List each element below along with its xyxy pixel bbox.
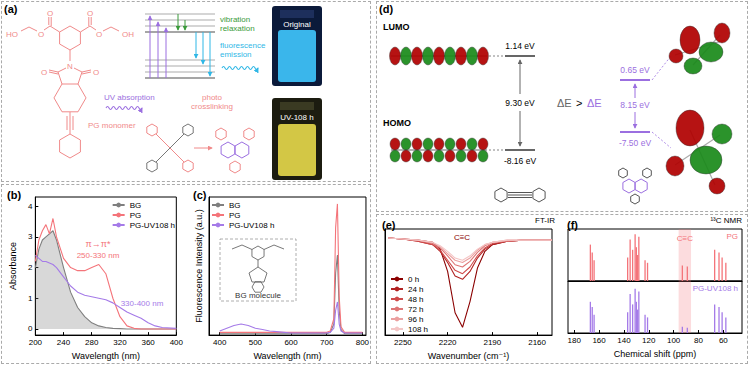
svg-text:C≡C: C≡C — [454, 233, 470, 242]
svg-text:O: O — [96, 30, 102, 39]
svg-text:BG: BG — [130, 201, 142, 210]
svg-text:HO: HO — [6, 30, 18, 39]
svg-text:ΔE: ΔE — [557, 97, 572, 109]
svg-text:0.65 eV: 0.65 eV — [620, 65, 650, 75]
svg-text:250-330 nm: 250-330 nm — [77, 251, 120, 260]
svg-text:fluorescence: fluorescence — [220, 41, 266, 50]
svg-text:PG-UV108 h: PG-UV108 h — [693, 284, 738, 293]
svg-text:108 h: 108 h — [408, 325, 428, 334]
svg-text:160: 160 — [592, 336, 606, 345]
svg-text:PG: PG — [229, 211, 241, 220]
svg-text:FT-IR: FT-IR — [535, 216, 555, 225]
svg-text:(e): (e) — [382, 219, 396, 231]
svg-text:360: 360 — [141, 338, 155, 347]
svg-text:100: 100 — [667, 336, 681, 345]
svg-text:photo: photo — [202, 93, 223, 102]
svg-text:O: O — [47, 9, 53, 18]
svg-text:-7.50 eV: -7.50 eV — [619, 138, 651, 148]
svg-text:200: 200 — [29, 338, 43, 347]
svg-text:8.15 eV: 8.15 eV — [620, 100, 650, 110]
svg-text:Chemical shift (ppm): Chemical shift (ppm) — [614, 349, 697, 359]
svg-text:700: 700 — [320, 338, 334, 347]
svg-text:400: 400 — [170, 338, 184, 347]
svg-text:(d): (d) — [379, 3, 393, 15]
svg-text:9.30 eV: 9.30 eV — [505, 98, 535, 108]
svg-text:-8.16 eV: -8.16 eV — [504, 156, 536, 166]
svg-text:LUMO: LUMO — [383, 22, 410, 32]
svg-text:O: O — [38, 30, 44, 39]
svg-text:crosslinking: crosslinking — [191, 102, 233, 111]
svg-text:320: 320 — [113, 338, 127, 347]
svg-text:PG-UV108 h: PG-UV108 h — [229, 221, 274, 230]
svg-text:(b): (b) — [7, 189, 21, 201]
svg-text:ΔE: ΔE — [587, 97, 602, 109]
svg-text:2: 2 — [28, 263, 33, 272]
svg-text:PG: PG — [726, 232, 738, 241]
svg-text:O: O — [87, 9, 93, 18]
svg-text:Fluorescence Intensity (a.u.): Fluorescence Intensity (a.u.) — [194, 209, 204, 323]
svg-text:800: 800 — [356, 338, 370, 347]
svg-text:80: 80 — [694, 336, 703, 345]
svg-text:48 h: 48 h — [408, 295, 424, 304]
svg-text:O: O — [93, 68, 99, 77]
svg-text:24 h: 24 h — [408, 285, 424, 294]
svg-text:UV-108 h: UV-108 h — [280, 113, 313, 122]
svg-text:280: 280 — [85, 338, 99, 347]
svg-text:>: > — [576, 97, 582, 109]
svg-text:vibration: vibration — [220, 15, 250, 24]
svg-text:Original: Original — [283, 20, 311, 29]
svg-text:(c): (c) — [193, 189, 207, 201]
svg-text:N: N — [67, 62, 73, 71]
svg-text:72 h: 72 h — [408, 305, 424, 314]
svg-text:relaxation: relaxation — [220, 24, 255, 33]
svg-text:emission: emission — [220, 50, 252, 59]
svg-text:(f): (f) — [567, 219, 578, 231]
svg-text:120: 120 — [642, 336, 656, 345]
svg-text:C≡C: C≡C — [677, 234, 693, 243]
svg-text:3: 3 — [28, 232, 33, 241]
svg-text:140: 140 — [617, 336, 631, 345]
svg-text:0: 0 — [28, 324, 33, 333]
svg-text:BG: BG — [229, 201, 241, 210]
svg-text:330-400 nm: 330-400 nm — [121, 299, 164, 308]
svg-text:240: 240 — [57, 338, 71, 347]
svg-text:4: 4 — [28, 202, 33, 211]
svg-text:Wavelength (nm): Wavelength (nm) — [253, 351, 321, 361]
svg-text:400: 400 — [213, 338, 227, 347]
svg-text:HOMO: HOMO — [383, 118, 411, 128]
svg-text:¹³C NMR: ¹³C NMR — [710, 216, 742, 225]
svg-text:96 h: 96 h — [408, 315, 424, 324]
svg-text:1.14 eV: 1.14 eV — [505, 41, 535, 51]
svg-text:Absorbance: Absorbance — [8, 242, 18, 290]
svg-text:2160: 2160 — [528, 338, 546, 347]
svg-text:OH: OH — [122, 30, 134, 39]
svg-text:π→π*: π→π* — [86, 239, 111, 249]
svg-text:2220: 2220 — [439, 338, 457, 347]
svg-text:PG monomer: PG monomer — [88, 121, 136, 130]
svg-text:1: 1 — [28, 294, 33, 303]
svg-text:Wavenumber (cm⁻¹): Wavenumber (cm⁻¹) — [428, 351, 509, 361]
svg-text:180: 180 — [568, 336, 582, 345]
svg-text:O: O — [41, 68, 47, 77]
svg-text:500: 500 — [249, 338, 263, 347]
svg-text:(a): (a) — [4, 3, 18, 15]
svg-text:Wavelength (nm): Wavelength (nm) — [72, 351, 140, 361]
svg-text:60: 60 — [719, 336, 728, 345]
svg-text:PG-UV108 h: PG-UV108 h — [130, 221, 175, 230]
svg-text:0 h: 0 h — [408, 275, 419, 284]
svg-text:2250: 2250 — [394, 338, 412, 347]
svg-text:600: 600 — [284, 338, 298, 347]
svg-text:BG molecule: BG molecule — [235, 291, 281, 300]
svg-text:2190: 2190 — [483, 338, 501, 347]
svg-text:PG: PG — [130, 211, 142, 220]
svg-text:UV absorption: UV absorption — [104, 93, 155, 102]
